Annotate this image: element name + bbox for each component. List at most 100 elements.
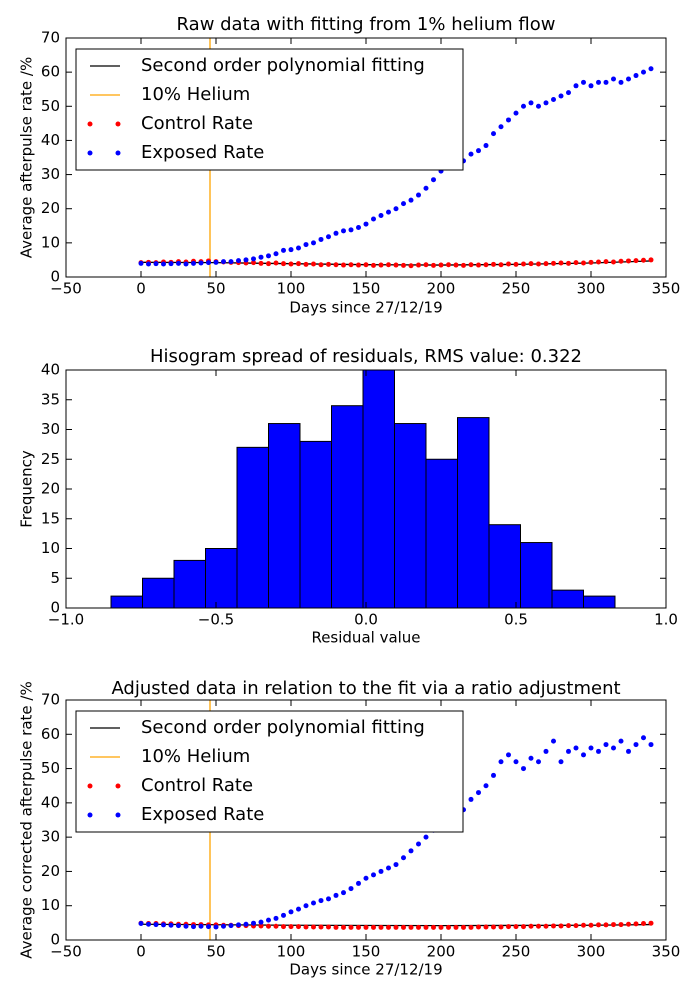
data-point xyxy=(138,921,144,927)
data-point xyxy=(498,262,504,268)
data-point xyxy=(206,924,211,930)
legend-label: Control Rate xyxy=(141,775,253,796)
data-point xyxy=(146,921,151,927)
data-point xyxy=(311,261,316,267)
legend-swatch xyxy=(115,783,121,789)
y-tick-label: 40 xyxy=(41,793,60,811)
data-point xyxy=(318,262,324,268)
subplot-title: Raw data with fitting from 1% helium flo… xyxy=(177,14,556,35)
x-tick-label: 350 xyxy=(652,943,681,961)
data-point xyxy=(416,192,421,198)
y-tick-label: 35 xyxy=(41,390,60,408)
data-point xyxy=(506,924,511,930)
data-point xyxy=(551,96,556,102)
data-point xyxy=(273,260,279,266)
data-point xyxy=(251,260,256,266)
y-tick-label: 25 xyxy=(41,450,60,468)
y-tick-label: 60 xyxy=(41,725,60,743)
data-point xyxy=(641,921,646,927)
data-point xyxy=(296,245,301,251)
data-point xyxy=(491,772,496,778)
data-point xyxy=(303,924,309,930)
data-point xyxy=(558,759,564,765)
data-point xyxy=(581,260,586,266)
data-point xyxy=(528,100,534,106)
data-point xyxy=(461,924,466,930)
histogram-bar xyxy=(110,595,143,609)
data-point xyxy=(281,912,286,918)
data-point xyxy=(513,924,519,930)
x-tick-label: 50 xyxy=(206,280,225,298)
data-point xyxy=(408,848,414,854)
x-tick-label: 250 xyxy=(502,943,531,961)
data-point xyxy=(438,924,444,930)
legend-label: Exposed Rate xyxy=(141,804,264,825)
data-point xyxy=(371,262,376,268)
y-tick-label: 50 xyxy=(41,759,60,777)
legend-label: Second order polynomial fitting xyxy=(141,55,425,76)
data-point xyxy=(416,841,421,847)
data-point xyxy=(401,924,406,930)
data-point xyxy=(198,923,204,929)
data-point xyxy=(581,922,586,928)
data-point xyxy=(363,221,369,227)
histogram-bar xyxy=(520,542,553,609)
data-point xyxy=(498,924,504,930)
histogram-bar xyxy=(236,446,269,609)
data-point xyxy=(648,66,654,72)
data-point xyxy=(273,923,279,929)
data-point xyxy=(588,259,594,265)
data-point xyxy=(236,922,241,928)
histogram-bar xyxy=(205,548,238,609)
data-point xyxy=(633,258,639,264)
x-axis-label: Residual value xyxy=(311,629,420,647)
data-point xyxy=(633,73,639,79)
x-tick-label: 350 xyxy=(652,280,681,298)
data-point xyxy=(401,855,406,861)
data-point xyxy=(641,735,646,741)
data-point xyxy=(356,224,361,230)
data-point xyxy=(543,100,549,106)
data-point xyxy=(138,260,144,266)
data-point xyxy=(341,262,346,268)
data-point xyxy=(191,260,196,266)
data-point xyxy=(521,103,526,109)
data-point xyxy=(528,755,534,761)
data-point xyxy=(483,143,489,149)
y-tick-label: 70 xyxy=(41,29,60,47)
data-point xyxy=(251,256,256,262)
data-point xyxy=(221,259,226,265)
data-point xyxy=(408,197,414,203)
data-point xyxy=(386,262,391,268)
histogram-bar xyxy=(142,577,175,609)
data-point xyxy=(348,262,354,268)
data-point xyxy=(596,79,601,85)
data-point xyxy=(213,259,219,265)
data-point xyxy=(288,261,294,267)
y-tick-label: 70 xyxy=(41,691,60,709)
data-point xyxy=(416,262,421,268)
data-point xyxy=(318,898,324,904)
data-point xyxy=(476,790,481,796)
data-point xyxy=(648,257,654,263)
data-point xyxy=(393,924,399,930)
data-point xyxy=(393,206,399,212)
data-point xyxy=(281,247,286,253)
data-point xyxy=(288,909,294,915)
x-tick-label: 0.0 xyxy=(354,611,378,629)
legend-frame xyxy=(75,48,464,171)
histogram-bar xyxy=(583,595,616,609)
x-tick-label: 0.5 xyxy=(504,611,528,629)
y-tick-label: 15 xyxy=(41,509,60,527)
subplot: Raw data with fitting from 1% helium flo… xyxy=(18,14,681,317)
data-point xyxy=(491,261,496,267)
data-point xyxy=(581,79,586,85)
data-point xyxy=(378,868,384,874)
data-point xyxy=(626,258,631,264)
subplot: Hisogram spread of residuals, RMS value:… xyxy=(18,346,678,647)
data-point xyxy=(348,886,354,892)
data-point xyxy=(521,924,526,930)
legend-frame xyxy=(75,710,464,833)
data-point xyxy=(258,254,264,260)
data-point xyxy=(423,185,429,191)
